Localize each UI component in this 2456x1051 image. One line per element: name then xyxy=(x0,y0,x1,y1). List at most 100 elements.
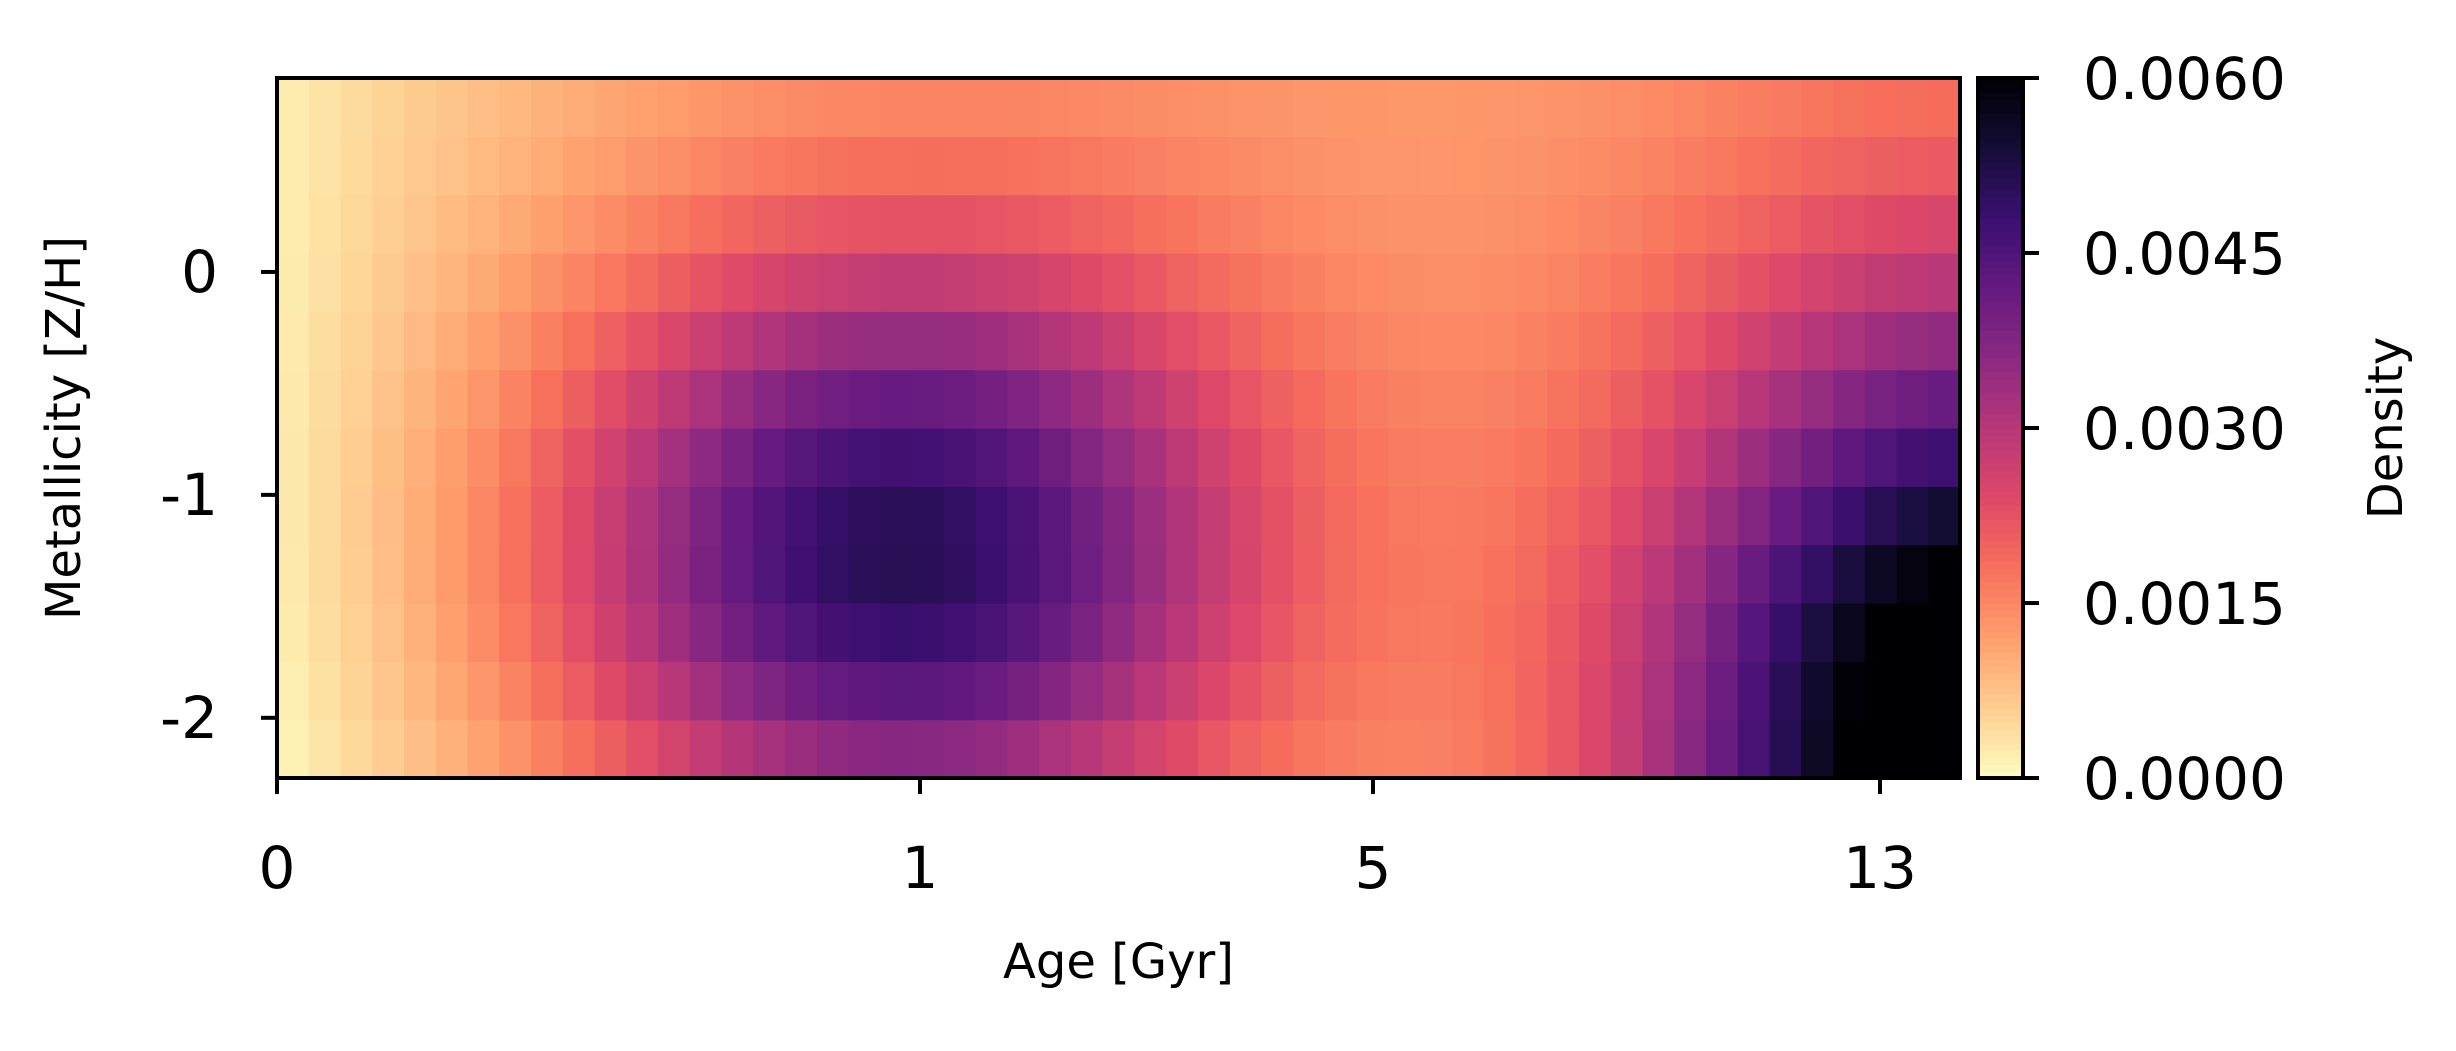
heatmap-cell xyxy=(499,311,532,371)
heatmap-cell xyxy=(1515,603,1548,662)
colorbar-swatch xyxy=(1978,295,2023,303)
heatmap-cell xyxy=(1007,311,1040,371)
heatmap-cell xyxy=(1610,253,1644,312)
heatmap-cell xyxy=(1801,369,1834,429)
heatmap-cell xyxy=(1388,544,1421,604)
heatmap-cell xyxy=(1674,544,1707,604)
heatmap-cell xyxy=(1515,311,1548,371)
heatmap-cell xyxy=(531,253,564,312)
colorbar-swatch xyxy=(1978,568,2023,576)
heatmap-cell xyxy=(340,369,373,429)
heatmap-cell xyxy=(277,194,310,254)
heatmap-cell xyxy=(1674,661,1707,721)
heatmap-cell xyxy=(1928,78,1961,137)
heatmap-cell xyxy=(848,603,881,662)
heatmap-cell xyxy=(880,78,913,137)
heatmap-cell xyxy=(340,428,373,487)
heatmap-cell xyxy=(1674,136,1707,196)
colorbar-swatch xyxy=(1978,141,2023,149)
heatmap-cell xyxy=(912,661,945,721)
heatmap-cell xyxy=(753,428,786,487)
heatmap-cell xyxy=(816,661,850,721)
heatmap-cell xyxy=(1674,311,1707,371)
heatmap-cell xyxy=(1610,311,1644,371)
heatmap-cell xyxy=(848,369,881,429)
heatmap-cell xyxy=(1483,136,1517,196)
heatmap-cell xyxy=(1674,603,1707,662)
heatmap-cell xyxy=(1007,719,1040,779)
heatmap-cell xyxy=(467,544,500,604)
heatmap-cell xyxy=(1324,661,1358,721)
colorbar-swatch xyxy=(1978,540,2023,548)
heatmap-cell xyxy=(1324,311,1358,371)
heatmap-cell xyxy=(404,603,437,662)
heatmap-cell xyxy=(1356,544,1390,604)
heatmap-cell xyxy=(435,661,469,721)
heatmap-cell xyxy=(372,311,405,371)
heatmap-cell xyxy=(1547,253,1580,312)
heatmap-cell xyxy=(658,311,691,371)
heatmap-cell xyxy=(1356,311,1390,371)
heatmap-cell xyxy=(1578,544,1612,604)
heatmap-cell xyxy=(340,544,373,604)
y-tick-label: -2 xyxy=(160,684,218,752)
heatmap-cell xyxy=(1134,78,1167,137)
heatmap-cell xyxy=(1483,311,1517,371)
heatmap-cell xyxy=(1674,253,1707,312)
heatmap-cell xyxy=(848,486,881,546)
heatmap-cell xyxy=(308,194,342,254)
heatmap-cell xyxy=(753,603,786,662)
colorbar-swatch xyxy=(1978,764,2023,772)
heatmap-cell xyxy=(308,311,342,371)
heatmap-cell xyxy=(404,136,437,196)
heatmap-cell xyxy=(1293,311,1326,371)
heatmap-cell xyxy=(1547,428,1580,487)
heatmap-cell xyxy=(1070,369,1104,429)
colorbar-swatch xyxy=(1978,701,2023,709)
heatmap-cell xyxy=(308,719,342,779)
heatmap-cell xyxy=(594,194,627,254)
heatmap-cell xyxy=(308,661,342,721)
heatmap-cell xyxy=(1102,486,1135,546)
heatmap-cell xyxy=(562,311,596,371)
heatmap-cell xyxy=(308,136,342,196)
heatmap-cell xyxy=(1547,661,1580,721)
heatmap-cell xyxy=(1102,78,1135,137)
colorbar-swatch xyxy=(1978,603,2023,611)
heatmap-cell xyxy=(785,486,818,546)
heatmap-cell xyxy=(1420,719,1453,779)
heatmap-cell xyxy=(880,603,913,662)
heatmap-cell xyxy=(1928,253,1961,312)
heatmap-cell xyxy=(435,253,469,312)
colorbar-swatch xyxy=(1978,316,2023,324)
heatmap-cell xyxy=(1737,719,1771,779)
heatmap-cell xyxy=(753,253,786,312)
heatmap-cell xyxy=(975,194,1008,254)
heatmap-cells xyxy=(277,78,1961,779)
heatmap-cell xyxy=(848,311,881,371)
heatmap-cell xyxy=(880,719,913,779)
heatmap-cell xyxy=(689,78,723,137)
heatmap-cell xyxy=(943,194,977,254)
heatmap-cell xyxy=(785,544,818,604)
heatmap-cell xyxy=(912,428,945,487)
heatmap-cell xyxy=(1007,603,1040,662)
colorbar-swatch xyxy=(1978,386,2023,394)
colorbar-swatch xyxy=(1978,687,2023,695)
colorbar-swatch xyxy=(1978,274,2023,282)
heatmap-cell xyxy=(658,194,691,254)
heatmap-cell xyxy=(594,369,627,429)
heatmap-cell xyxy=(1039,428,1072,487)
heatmap-cell xyxy=(1737,603,1771,662)
colorbar-swatch xyxy=(1978,575,2023,583)
heatmap-cell xyxy=(372,661,405,721)
colorbar-swatch xyxy=(1978,463,2023,471)
heatmap-cell xyxy=(277,253,310,312)
heatmap-cell xyxy=(404,544,437,604)
heatmap-cell xyxy=(816,603,850,662)
heatmap-cell xyxy=(626,661,659,721)
colorbar-swatch xyxy=(1978,722,2023,730)
heatmap-cell xyxy=(626,719,659,779)
heatmap-cell xyxy=(340,486,373,546)
heatmap-cell xyxy=(499,661,532,721)
